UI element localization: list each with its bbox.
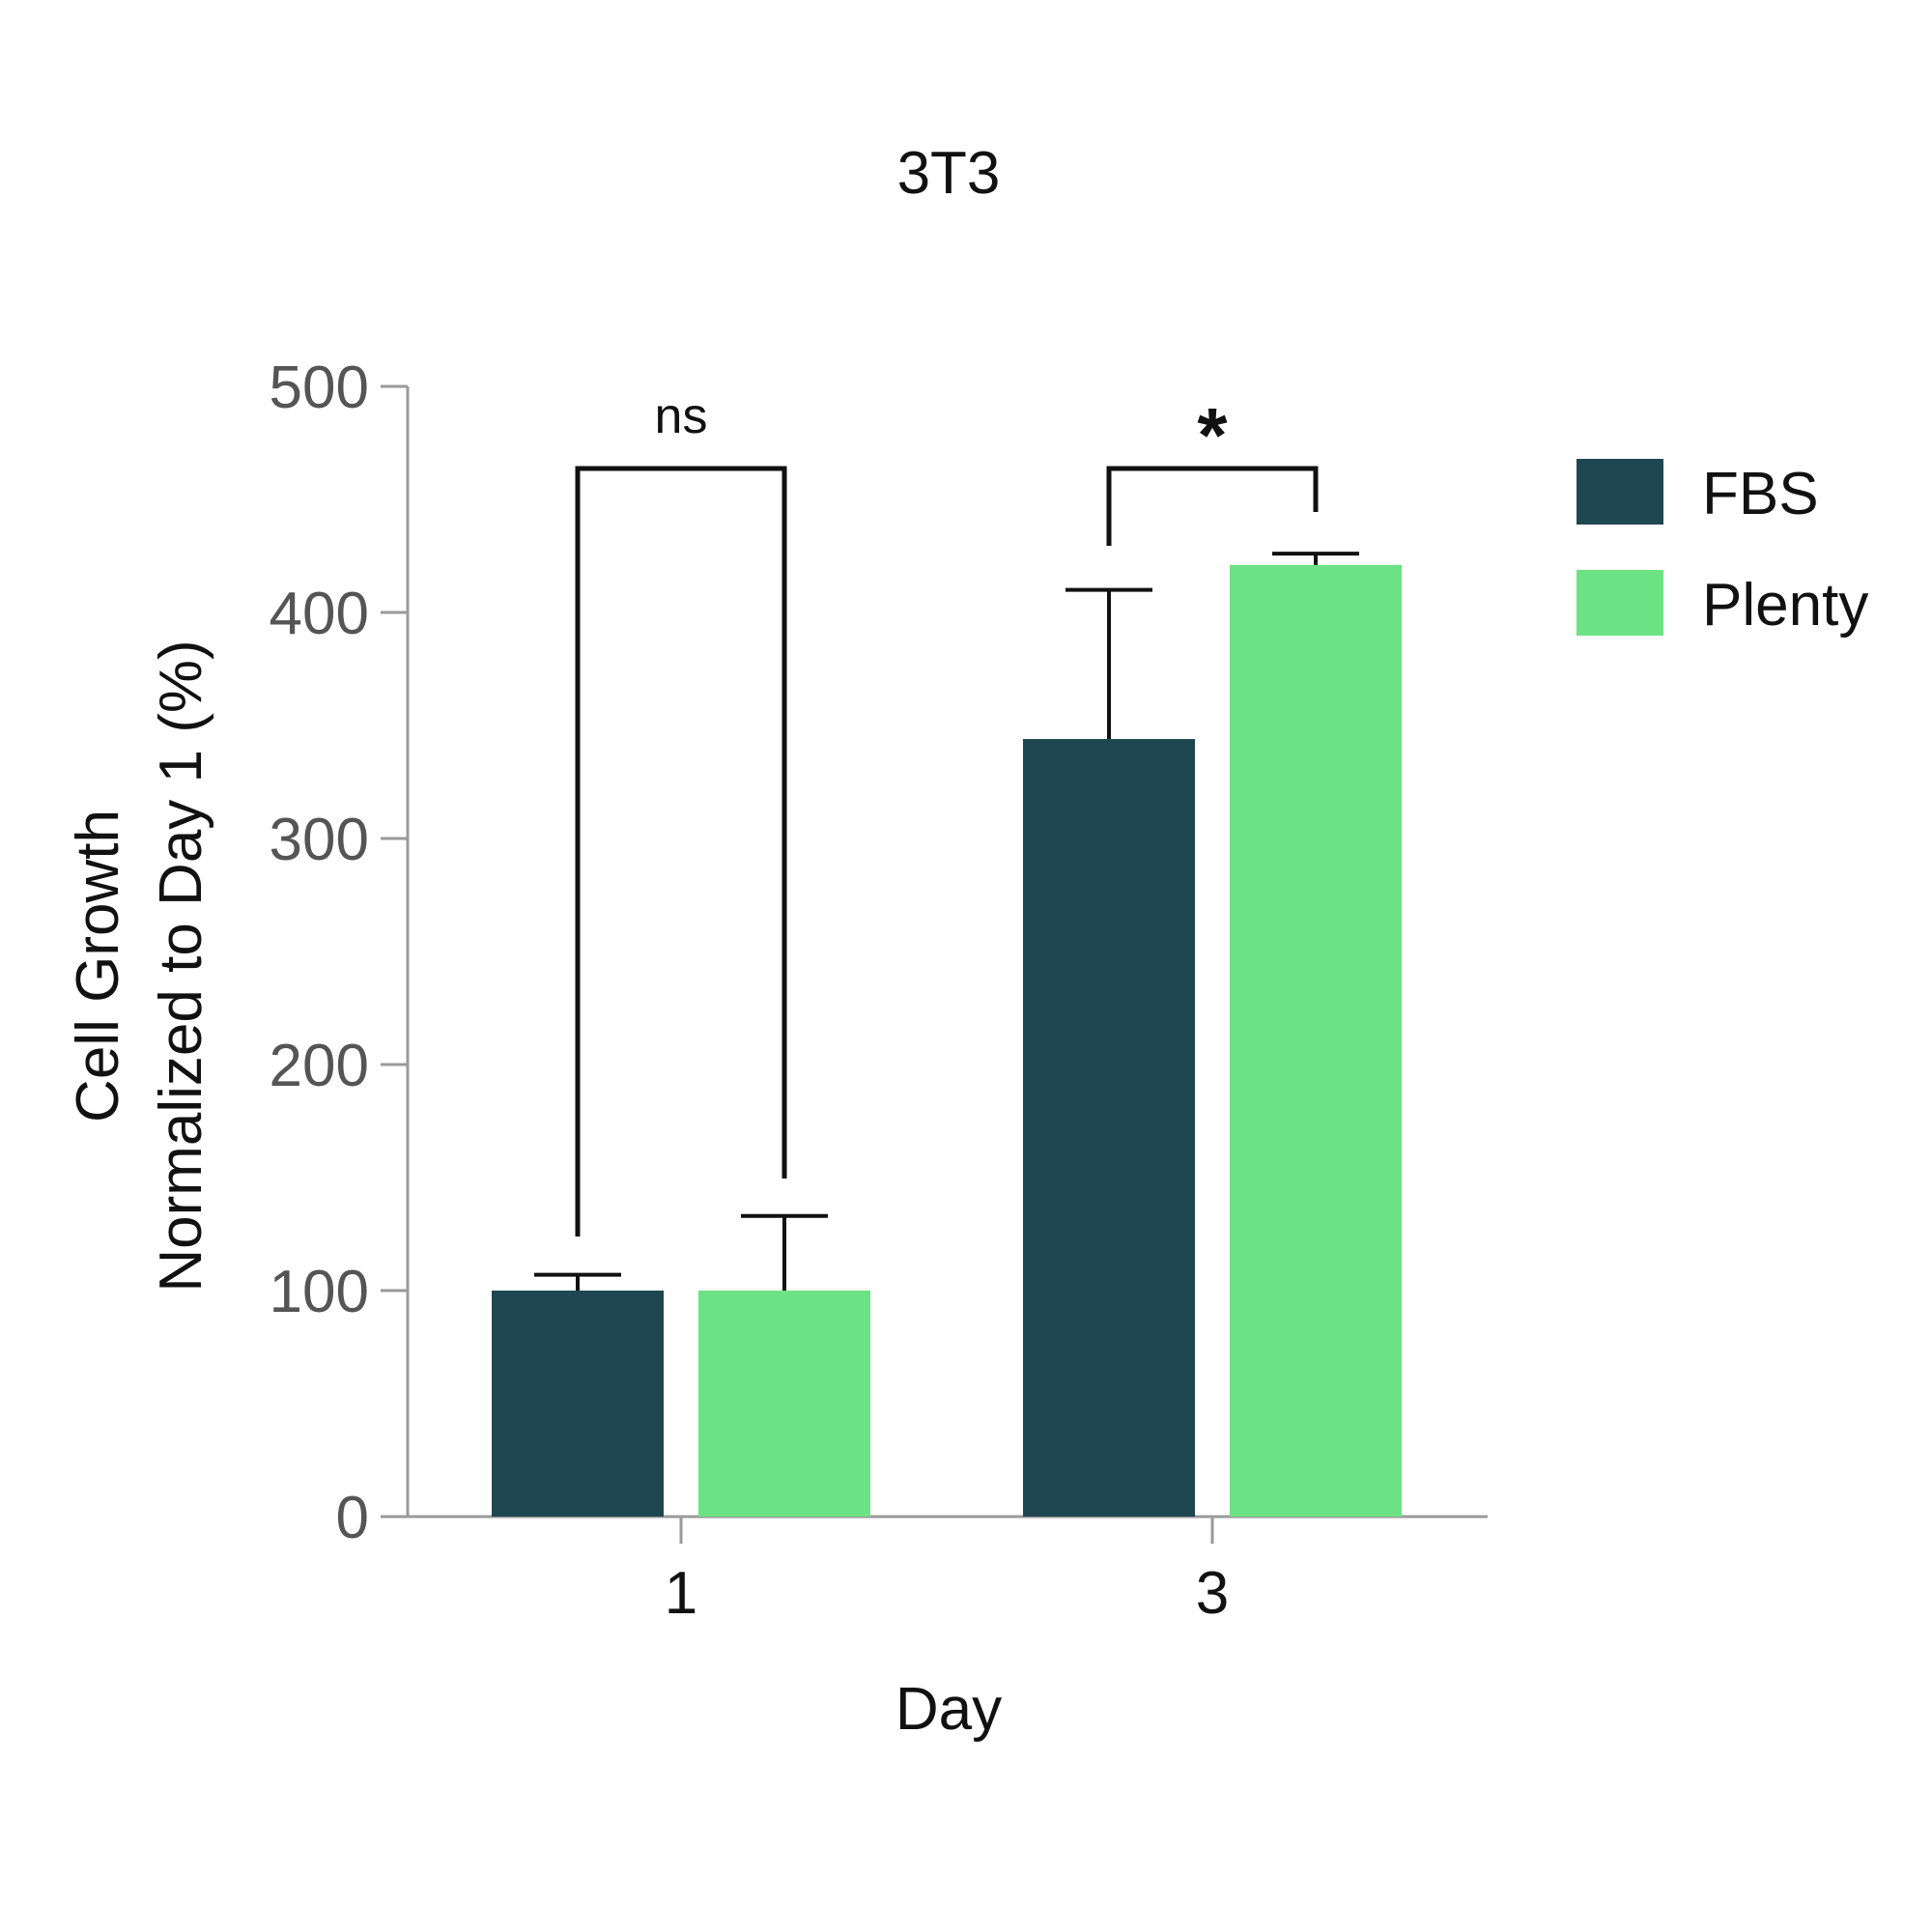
axes: 0 100 200 300 400 500 1 3 <box>270 355 1488 1627</box>
x-tick-label: 3 <box>1196 1560 1229 1627</box>
significance-label: ns <box>655 388 708 444</box>
significance-bracket <box>575 466 787 1236</box>
y-tick-label: 500 <box>270 355 369 421</box>
bar-plenty-day-1 <box>698 1291 870 1517</box>
legend-swatch-plenty <box>1577 570 1663 636</box>
error-bars <box>534 552 1359 1291</box>
chart-title: 3T3 <box>897 140 1001 207</box>
x-axis-label: Day <box>895 1676 1002 1743</box>
y-tick-label: 200 <box>270 1033 369 1099</box>
y-axis-label-line-1: Cell Growth <box>65 810 131 1122</box>
legend-label-plenty: Plenty <box>1702 572 1868 639</box>
y-tick-label: 100 <box>270 1259 369 1325</box>
bar-plenty-day-3 <box>1230 564 1402 1517</box>
bar-fbs-day-1 <box>492 1291 664 1517</box>
significance-brackets: ns * <box>575 388 1319 1236</box>
legend-label-fbs: FBS <box>1702 461 1819 527</box>
y-tick-label: 400 <box>270 581 369 647</box>
legend: FBS Plenty <box>1577 459 1868 639</box>
y-tick-label: 300 <box>270 807 369 873</box>
significance-label: * <box>1197 392 1228 478</box>
y-tick-label: 0 <box>336 1485 369 1551</box>
y-axis-label-line-2: Normalized to Day 1 (%) <box>148 639 214 1292</box>
x-tick-label: 1 <box>665 1560 697 1627</box>
significance-bracket <box>1106 466 1319 546</box>
legend-swatch-fbs <box>1577 459 1663 525</box>
y-axis-label: Cell Growth Normalized to Day 1 (%) <box>65 639 214 1292</box>
bar-fbs-day-3 <box>1023 739 1195 1517</box>
bars <box>492 564 1402 1517</box>
